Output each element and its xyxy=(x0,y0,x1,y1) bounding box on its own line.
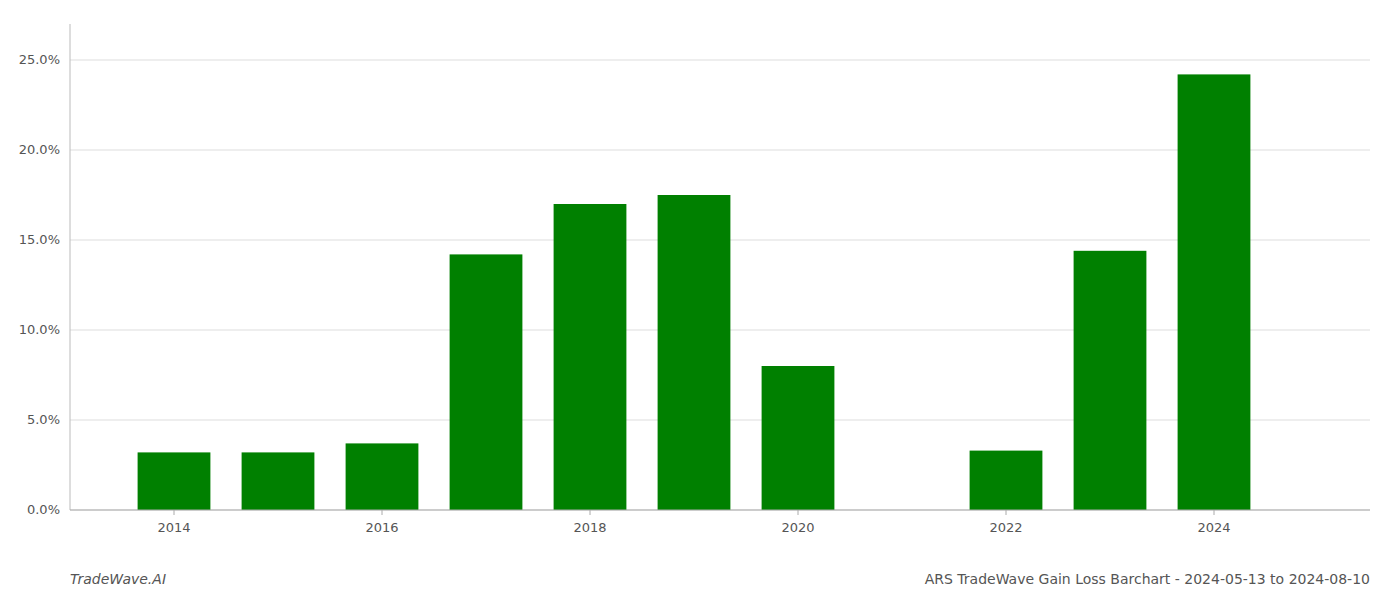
y-tick-label: 10.0% xyxy=(19,322,60,337)
bars xyxy=(138,74,1251,510)
chart-title: ARS TradeWave Gain Loss Barchart - 2024-… xyxy=(925,571,1370,587)
bar xyxy=(658,195,731,510)
x-tick xyxy=(382,510,383,515)
y-grid xyxy=(70,60,1370,510)
x-tick-label: 2016 xyxy=(365,520,398,535)
bar xyxy=(554,204,627,510)
bar xyxy=(970,451,1043,510)
grid-line xyxy=(70,510,1370,511)
y-tick-label: 5.0% xyxy=(27,412,60,427)
bar xyxy=(1178,74,1251,510)
x-tick xyxy=(798,510,799,515)
x-tick-label: 2018 xyxy=(573,520,606,535)
y-axis-line xyxy=(70,24,71,510)
x-tick-label: 2014 xyxy=(157,520,190,535)
y-tick-label: 15.0% xyxy=(19,232,60,247)
x-tick-label: 2022 xyxy=(989,520,1022,535)
grid-line xyxy=(70,60,1370,61)
bar xyxy=(1074,251,1147,510)
x-tick-label: 2024 xyxy=(1197,520,1230,535)
x-tick xyxy=(174,510,175,515)
bar xyxy=(242,452,315,510)
x-tick xyxy=(1006,510,1007,515)
x-tick xyxy=(1214,510,1215,515)
watermark: TradeWave.AI xyxy=(70,571,166,587)
bar xyxy=(450,254,523,510)
bar xyxy=(138,452,211,510)
x-tick xyxy=(590,510,591,515)
y-tick-label: 0.0% xyxy=(27,502,60,517)
y-tick-label: 20.0% xyxy=(19,142,60,157)
chart-container: 0.0% 5.0% 10.0% 15.0% 20.0% 25.0% 2014 2016 2018… xyxy=(0,0,1400,600)
y-axis: 0.0% 5.0% 10.0% 15.0% 20.0% 25.0% xyxy=(19,24,70,517)
y-tick-label: 25.0% xyxy=(19,52,60,67)
chart-svg: 0.0% 5.0% 10.0% 15.0% 20.0% 25.0% 2014 2016 2018… xyxy=(0,0,1400,600)
bar xyxy=(346,443,419,510)
x-axis: 2014 2016 2018 2020 2022 2024 xyxy=(70,510,1370,535)
x-tick-label: 2020 xyxy=(781,520,814,535)
grid-line xyxy=(70,150,1370,151)
bar xyxy=(762,366,835,510)
x-axis-line xyxy=(70,510,1370,511)
